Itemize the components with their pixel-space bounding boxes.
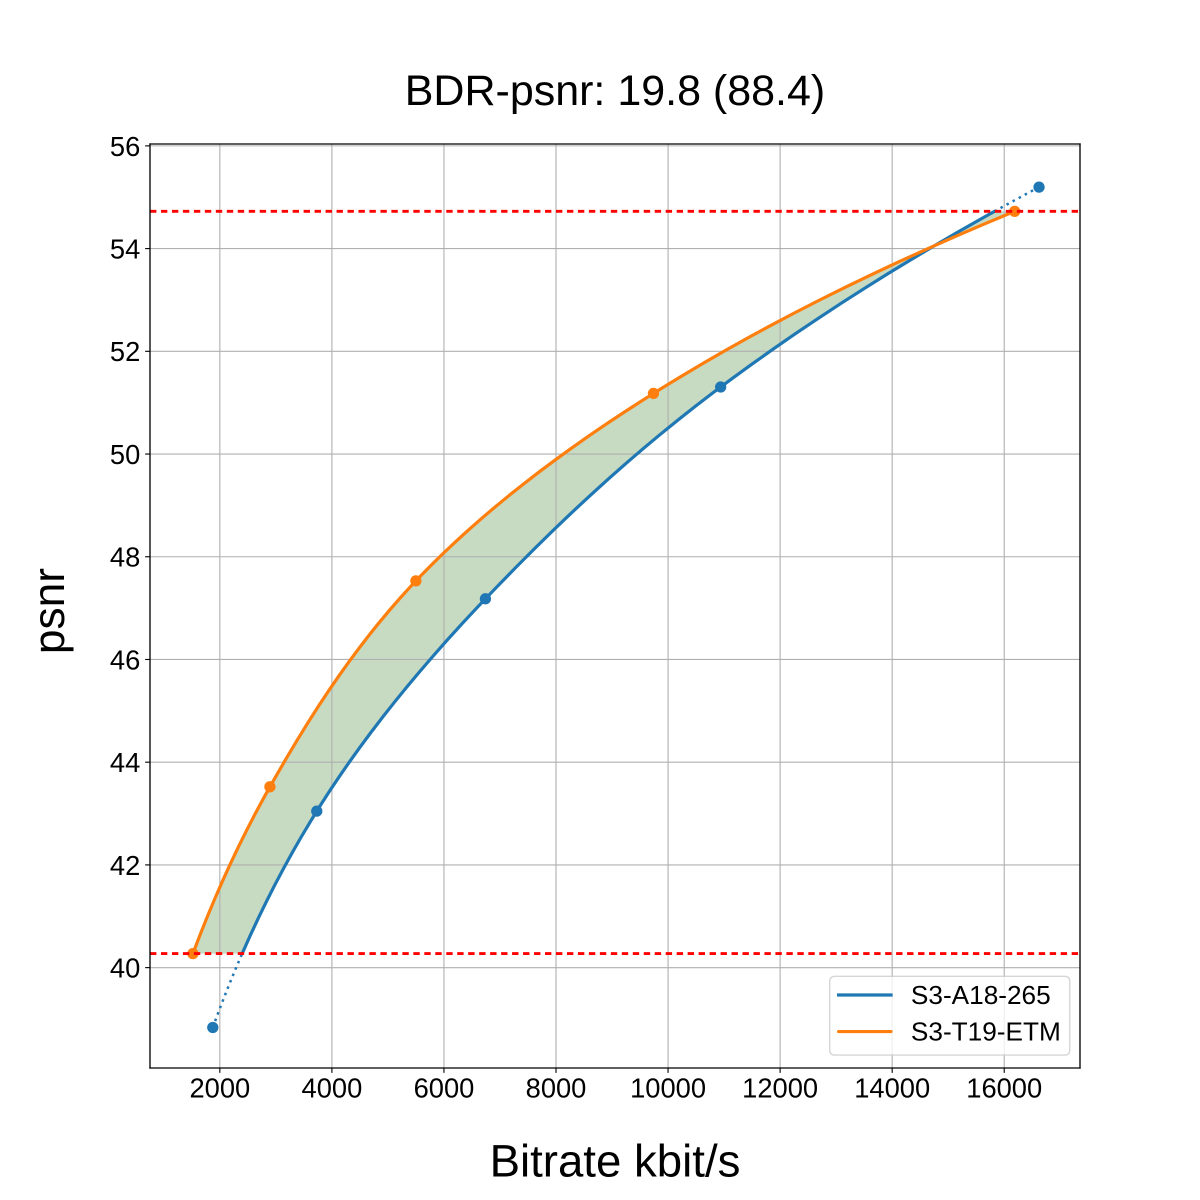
svg-text:S3-A18-265: S3-A18-265 <box>911 980 1051 1010</box>
svg-text:44: 44 <box>110 747 140 778</box>
svg-text:12000: 12000 <box>742 1073 818 1104</box>
svg-text:8000: 8000 <box>526 1073 587 1104</box>
svg-text:4000: 4000 <box>302 1073 363 1104</box>
svg-text:2000: 2000 <box>189 1073 250 1104</box>
svg-text:48: 48 <box>110 542 140 573</box>
svg-text:16000: 16000 <box>966 1073 1042 1104</box>
svg-text:46: 46 <box>110 644 140 675</box>
svg-text:52: 52 <box>110 336 140 367</box>
svg-text:50: 50 <box>110 439 140 470</box>
svg-text:S3-T19-ETM: S3-T19-ETM <box>911 1017 1061 1047</box>
svg-text:Bitrate kbit/s: Bitrate kbit/s <box>490 1135 741 1186</box>
svg-text:BDR-psnr: 19.8 (88.4): BDR-psnr: 19.8 (88.4) <box>405 67 825 115</box>
svg-text:10000: 10000 <box>630 1073 706 1104</box>
svg-text:54: 54 <box>110 233 140 264</box>
svg-text:56: 56 <box>110 131 140 162</box>
svg-text:psnr: psnr <box>25 568 74 654</box>
svg-text:14000: 14000 <box>854 1073 930 1104</box>
svg-text:6000: 6000 <box>414 1073 475 1104</box>
svg-text:42: 42 <box>110 850 140 881</box>
svg-text:40: 40 <box>110 953 140 984</box>
